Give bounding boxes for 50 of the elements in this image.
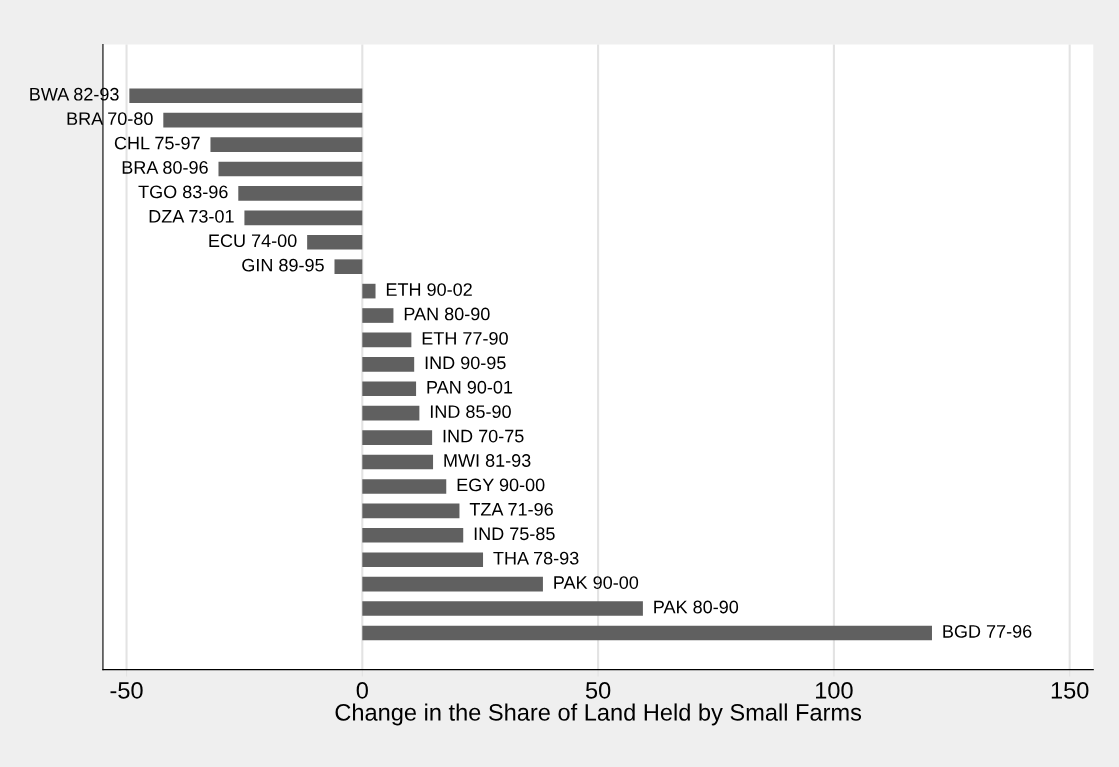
bar [362,576,543,592]
y-tick-label: THA 78-93 [493,551,579,565]
x-axis-title: Change in the Share of Land Held by Small Farms [335,703,862,726]
y-tick-label: PAN 80-90 [404,307,490,321]
y-tick-label: PAK 80-90 [654,600,739,614]
bar [362,381,417,397]
bar [362,332,412,348]
y-tick-label: IND 70-75 [443,429,524,443]
bar [218,161,363,177]
bar [362,527,464,543]
x-tick-label: 100 [816,682,853,699]
y-tick-label: ETH 90-02 [386,283,472,296]
y-tick-label: GIN 89-95 [242,258,324,272]
bar [362,601,643,616]
x-tick-label: 50 [585,682,611,699]
bar [210,137,363,152]
y-tick-label: IND 90-95 [425,356,506,370]
bar [163,112,363,128]
bar [362,552,484,568]
bar [334,259,363,275]
bar [362,430,433,445]
y-tick-label: IND 75-85 [474,527,555,541]
bar [307,234,363,250]
y-tick-label: BRA 80-96 [122,161,208,174]
bar [238,186,363,201]
bar [129,88,363,104]
y-tick-label: TGO 83-96 [138,185,228,199]
y-tick-label: TZA 71-96 [469,502,553,516]
y-tick-label: PAN 90-01 [427,380,513,394]
bar [362,283,376,299]
bar [362,454,434,470]
y-tick-label: BGD 77-96 [943,625,1032,638]
y-tick-label: EGY 90-00 [457,478,545,492]
bar [362,405,420,421]
x-tick-label: 0 [356,682,368,699]
y-tick-label: IND 85-90 [430,405,511,419]
y-tick-label: PAK 90-00 [554,576,639,589]
bar [362,625,932,641]
y-tick-label: MWI 81-93 [444,454,531,467]
bar [244,210,363,226]
bar [362,479,447,494]
x-tick-label: -50 [110,682,143,699]
y-tick-label: CHL 75-97 [114,136,200,150]
bar [362,357,415,372]
y-tick-label: ETH 77-90 [422,332,508,345]
bar [362,503,460,519]
y-tick-label: ECU 74-00 [209,234,297,248]
y-tick-label: DZA 73-01 [149,209,234,223]
x-tick-label: 150 [1051,682,1089,699]
bar [362,308,394,323]
